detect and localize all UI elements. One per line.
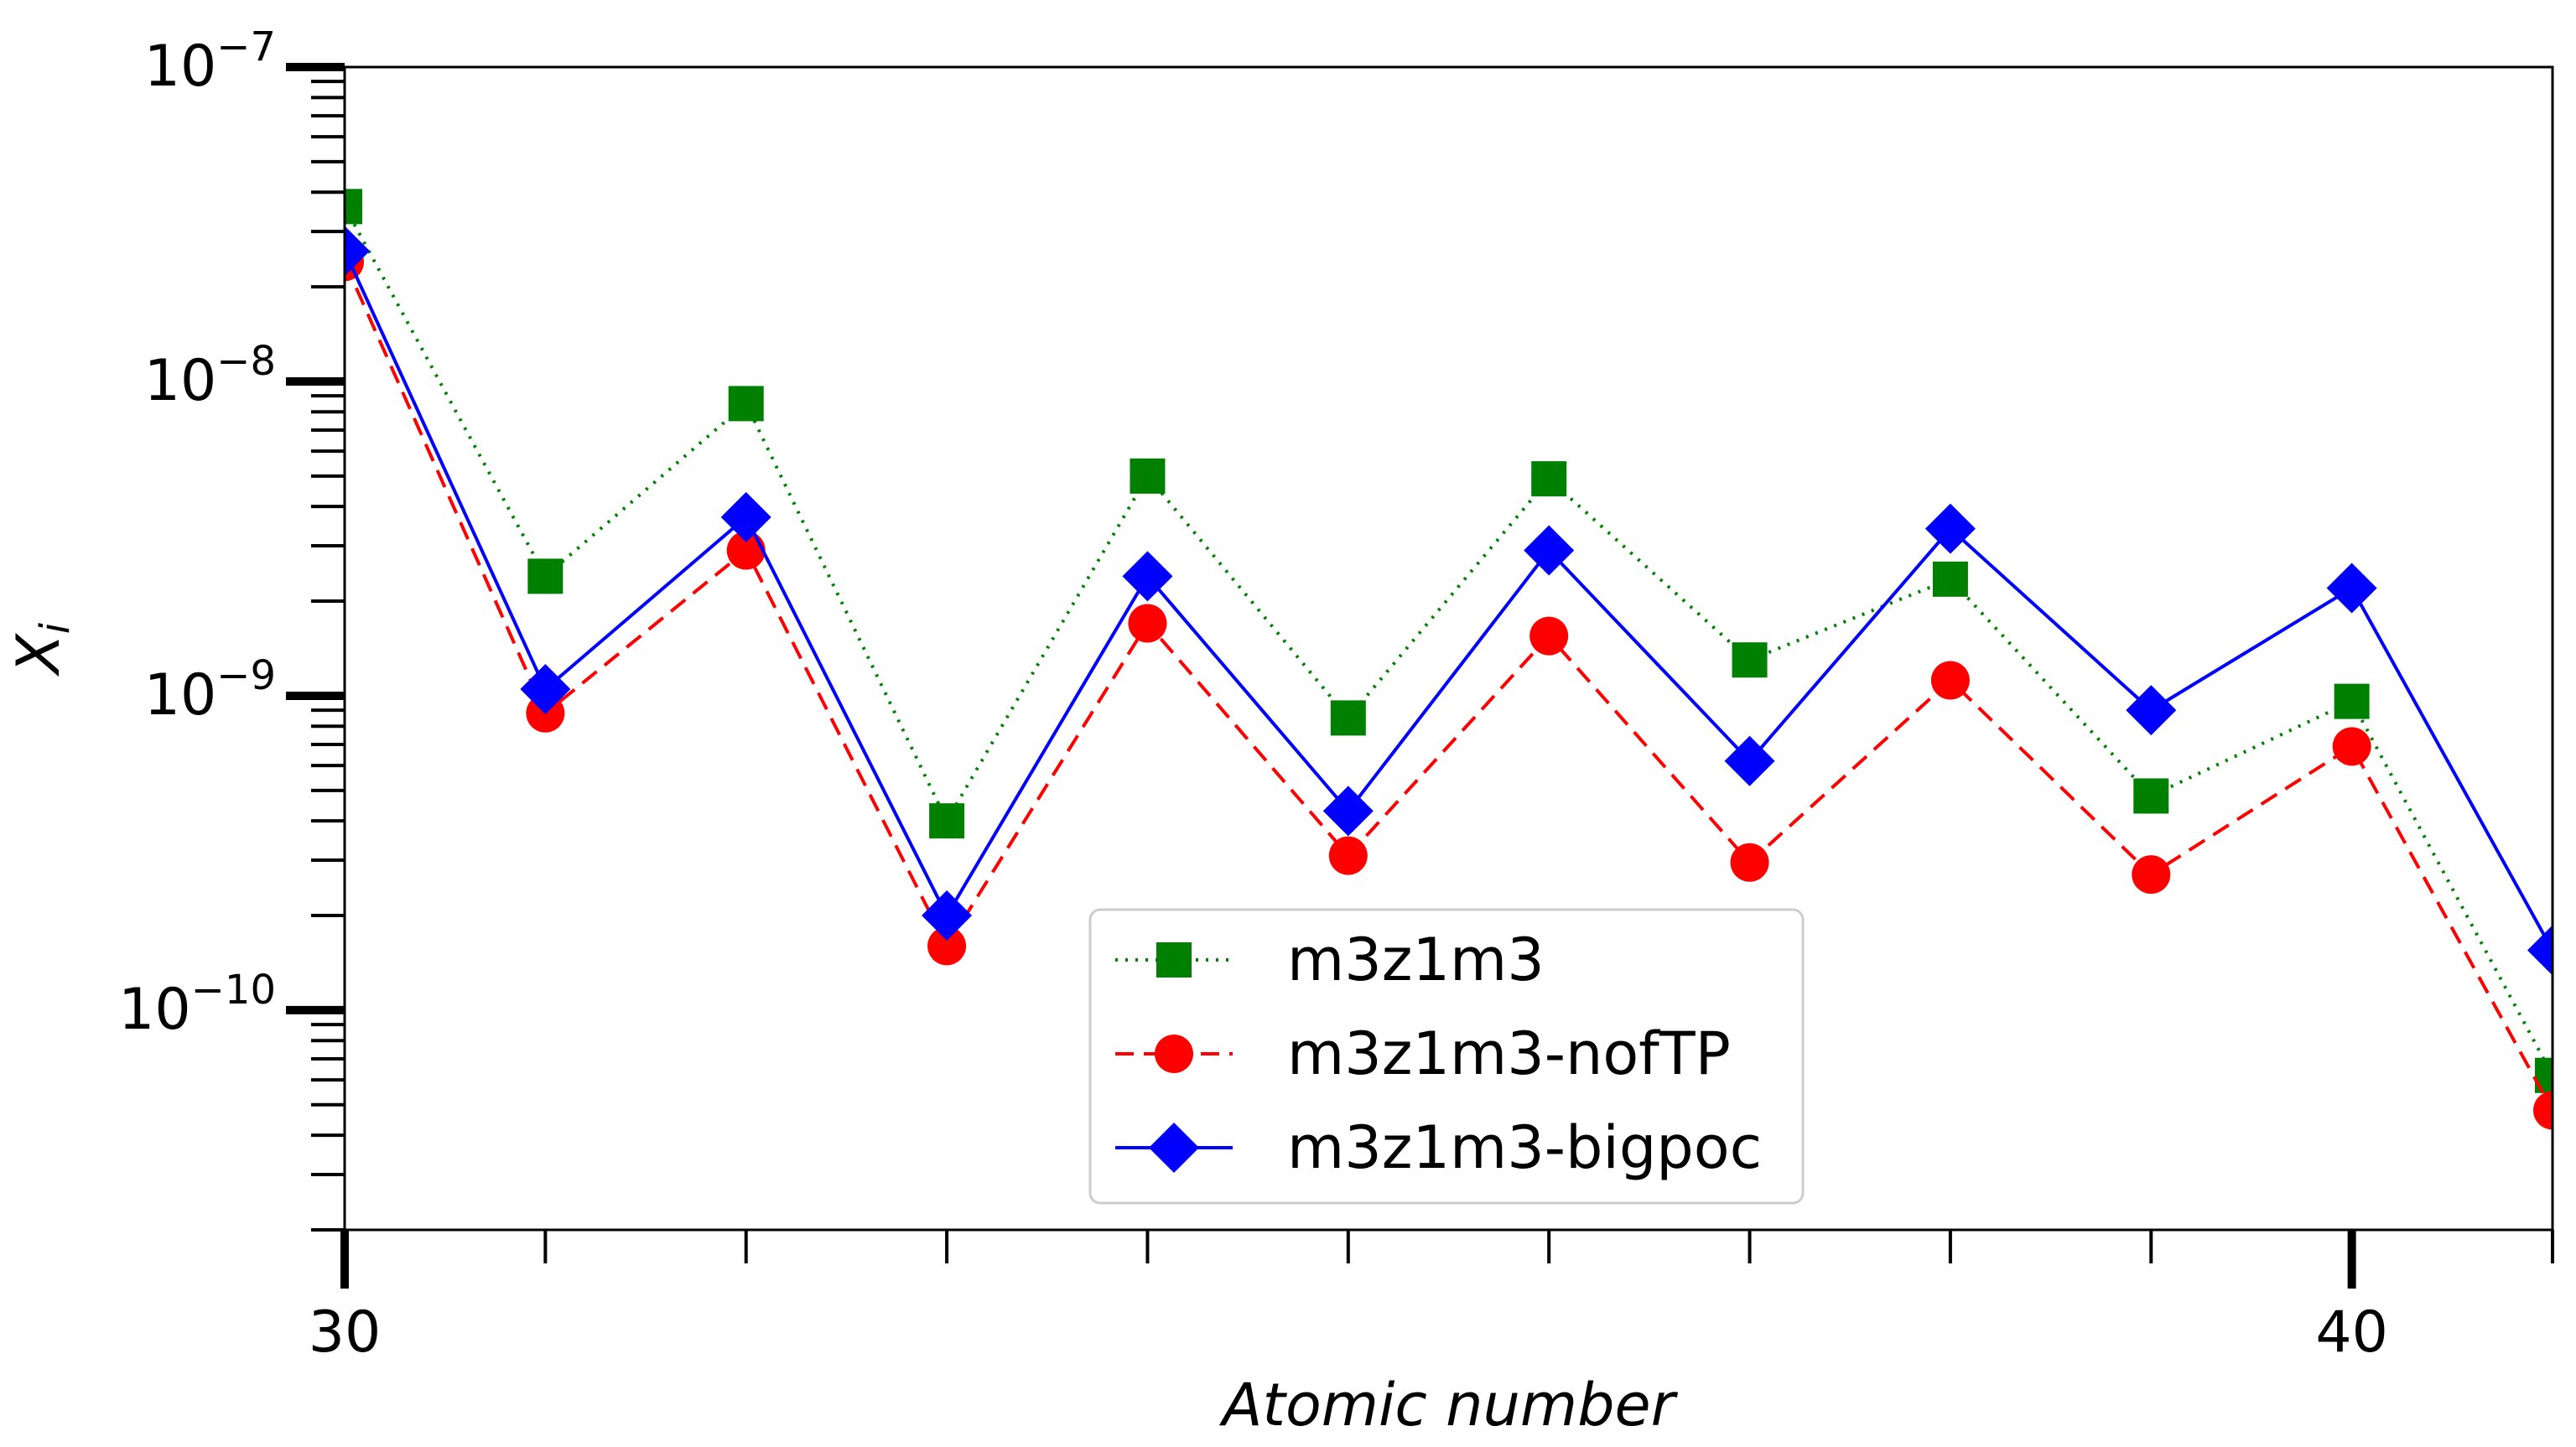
y-tick-base: 10 bbox=[144, 662, 217, 729]
y-tick-label: 10−7 bbox=[144, 23, 276, 100]
data-point bbox=[2126, 685, 2177, 736]
data-point bbox=[2527, 925, 2553, 976]
data-point bbox=[1322, 786, 1374, 837]
data-point bbox=[1130, 458, 1166, 494]
data-point bbox=[1524, 525, 1575, 576]
data-point bbox=[1530, 616, 1569, 656]
legend-item: m3z1m3-nofTP bbox=[1115, 1019, 1731, 1088]
data-point bbox=[2133, 778, 2169, 814]
data-point bbox=[1932, 561, 1968, 597]
data-point bbox=[726, 531, 766, 570]
data-point bbox=[2132, 855, 2171, 895]
series-line bbox=[345, 261, 2553, 1112]
legend-item: m3z1m3-bigpoc bbox=[1115, 1113, 1762, 1182]
series-m3z1m3 bbox=[345, 189, 2553, 1093]
data-point bbox=[1122, 551, 1173, 602]
y-axis-label-subscript: i bbox=[32, 622, 79, 634]
data-point bbox=[1128, 604, 1167, 643]
data-point bbox=[1924, 503, 1976, 554]
data-point bbox=[1930, 661, 1970, 700]
series-m3z1m3-bigpoc bbox=[345, 226, 2553, 976]
data-point bbox=[345, 189, 362, 225]
data-point bbox=[1730, 843, 1769, 882]
legend-marker bbox=[1149, 1123, 1199, 1173]
x-tick-label: 40 bbox=[2315, 1299, 2388, 1366]
legend-label: m3z1m3-nofTP bbox=[1287, 1019, 1731, 1088]
legend-item: m3z1m3 bbox=[1115, 926, 1545, 994]
legend: m3z1m3 m3z1m3-nofTP m3z1m3-bigpoc bbox=[1088, 908, 1805, 1205]
y-tick-exponent: −7 bbox=[216, 23, 276, 70]
axis-labels: Atomic number Xi bbox=[4, 622, 1679, 1439]
data-point bbox=[1724, 735, 1775, 786]
x-tick-label: 30 bbox=[309, 1299, 382, 1366]
data-point bbox=[922, 890, 973, 941]
y-axis-label: Xi bbox=[4, 622, 79, 677]
data-point bbox=[927, 926, 967, 966]
data-point bbox=[728, 386, 764, 422]
data-point bbox=[720, 491, 771, 542]
legend-marker bbox=[1155, 1035, 1193, 1073]
data-point bbox=[1330, 700, 1366, 736]
legend-box bbox=[1088, 908, 1805, 1205]
series bbox=[345, 189, 2553, 1130]
legend-marker bbox=[1156, 942, 1192, 978]
data-point bbox=[2533, 1091, 2553, 1130]
y-tick-label: 10−10 bbox=[118, 967, 276, 1043]
y-tick-label: 10−9 bbox=[144, 652, 276, 729]
y-axis-label-main: X bbox=[4, 632, 73, 677]
y-tick-exponent: −10 bbox=[191, 967, 276, 1014]
plot-frame bbox=[343, 65, 2554, 1232]
data-point bbox=[2332, 727, 2371, 766]
data-point bbox=[2334, 683, 2370, 719]
data-point bbox=[1531, 461, 1567, 497]
y-tick-base: 10 bbox=[144, 348, 217, 414]
legend-label: m3z1m3-bigpoc bbox=[1287, 1113, 1762, 1182]
y-tick-base: 10 bbox=[118, 977, 191, 1043]
data-point bbox=[929, 803, 965, 839]
series-m3z1m3-nofTP bbox=[345, 242, 2553, 1130]
data-point bbox=[527, 558, 564, 594]
data-point bbox=[345, 226, 370, 277]
data-point bbox=[520, 663, 571, 714]
y-tick-exponent: −9 bbox=[216, 652, 276, 699]
y-tick-base: 10 bbox=[144, 34, 217, 100]
legend-label: m3z1m3 bbox=[1287, 926, 1545, 994]
y-tick-exponent: −8 bbox=[216, 338, 276, 385]
y-tick-label: 10−8 bbox=[144, 338, 276, 414]
data-point bbox=[1328, 836, 1368, 875]
x-axis-label: Atomic number bbox=[1219, 1371, 1679, 1439]
data-point bbox=[1732, 642, 1768, 678]
data-point bbox=[2326, 563, 2377, 614]
series-line bbox=[345, 250, 2553, 952]
